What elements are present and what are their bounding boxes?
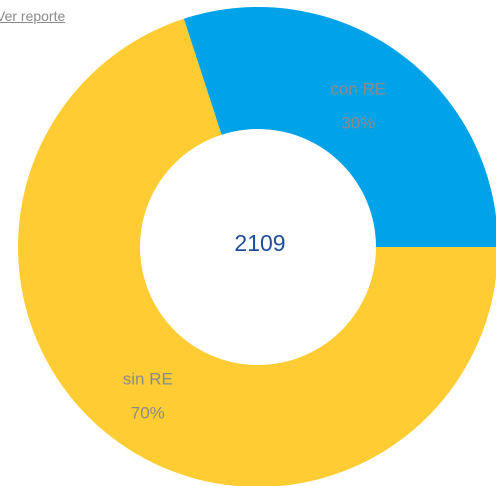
slice-value-label: 30% [341,114,375,133]
donut-slice [183,6,496,247]
slice-label: con RE [330,80,386,99]
slice-value-label: 70% [131,403,165,422]
report-link[interactable]: Ver reporte [0,8,66,24]
center-label: 2109 [234,230,285,256]
donut-slice [18,18,496,486]
slice-label: sin RE [123,369,173,388]
